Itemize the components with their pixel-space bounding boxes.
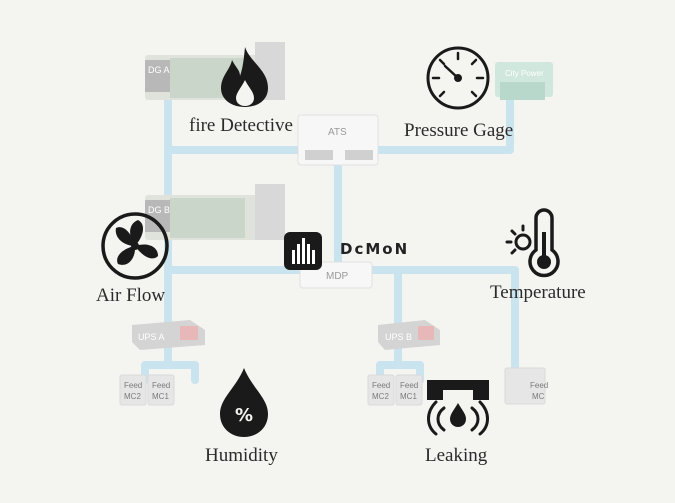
leaking-label: Leaking (425, 445, 488, 466)
feed-4-line2: MC1 (400, 392, 417, 401)
ups-a-label: UPS A (138, 332, 165, 342)
humidity-drop-icon: % (220, 368, 268, 437)
dcmon-logo-icon (284, 232, 322, 270)
fire-icon (221, 47, 268, 107)
thermometer-icon (505, 208, 560, 278)
feed-5-line1: Feed (530, 381, 548, 390)
temperature-label: Temperature (490, 282, 586, 303)
leak-icon (427, 380, 489, 436)
svg-text:%: % (235, 405, 253, 426)
pressure-gage-label: Pressure Gage (404, 120, 514, 141)
ats-unit (297, 114, 379, 166)
dg-a-label: DG A (148, 65, 170, 75)
feed-3-line1: Feed (372, 381, 390, 390)
feed-5-line2: MC (532, 392, 545, 401)
ats-label: ATS (328, 127, 347, 138)
dg-b-label: DG B (148, 205, 170, 215)
feed-2-line1: Feed (152, 381, 170, 390)
humidity-label: Humidity (205, 445, 278, 466)
brand-name: DcMoN (340, 240, 410, 258)
city-power-label: City Power (505, 69, 544, 78)
feed-3-line2: MC2 (372, 392, 389, 401)
feed-boxes (119, 367, 546, 406)
mdp-label: MDP (326, 271, 349, 282)
ups-b-unit (378, 320, 440, 350)
ups-a-unit (132, 320, 205, 350)
dg-b-unit (145, 184, 285, 240)
air-flow-label: Air Flow (96, 285, 166, 306)
fire-detective-label: fire Detective (189, 115, 293, 136)
feed-1-line1: Feed (124, 381, 142, 390)
city-power-unit (495, 62, 553, 100)
ups-b-label: UPS B (385, 332, 412, 342)
feed-4-line1: Feed (400, 381, 418, 390)
fan-icon (101, 212, 169, 280)
feed-2-line2: MC1 (152, 392, 169, 401)
feed-1-line2: MC2 (124, 392, 141, 401)
pressure-gauge-icon (426, 46, 490, 110)
